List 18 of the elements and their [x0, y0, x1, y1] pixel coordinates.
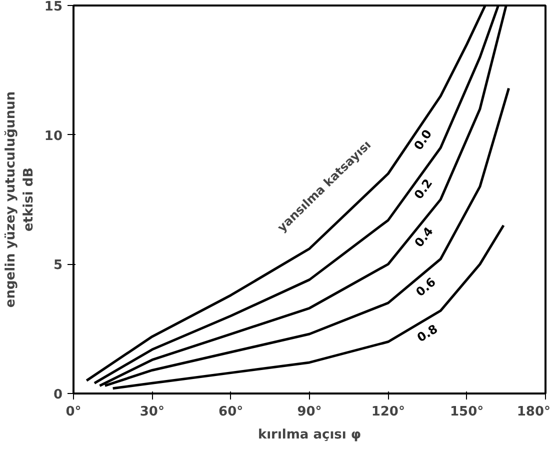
y-axis-title: engelin yüzey yutuculuğunun etkisi dB: [3, 91, 36, 308]
x-tick-label: 90°: [297, 404, 322, 420]
x-tick-label: 30°: [140, 404, 164, 420]
x-tick-label: 60°: [218, 404, 244, 420]
text: 0.6: [413, 274, 438, 300]
text: 0.8: [414, 322, 440, 345]
x-tick-label: 0°: [66, 404, 82, 420]
x-tick-label: 180°: [516, 404, 551, 420]
x-axis-title: kırılma açısı φ: [258, 428, 362, 442]
text: 0.4: [412, 224, 436, 250]
x-tick-label: 120°: [371, 404, 405, 420]
y-tick-label: 5: [53, 258, 62, 274]
x-tick-label: 150°: [450, 404, 484, 420]
y-tick-label: 0: [53, 388, 62, 402]
text: 0.0: [411, 127, 435, 152]
y-tick-label: 10: [44, 128, 63, 144]
y-tick-label: 15: [44, 0, 63, 14]
text: 0.2: [411, 176, 436, 202]
